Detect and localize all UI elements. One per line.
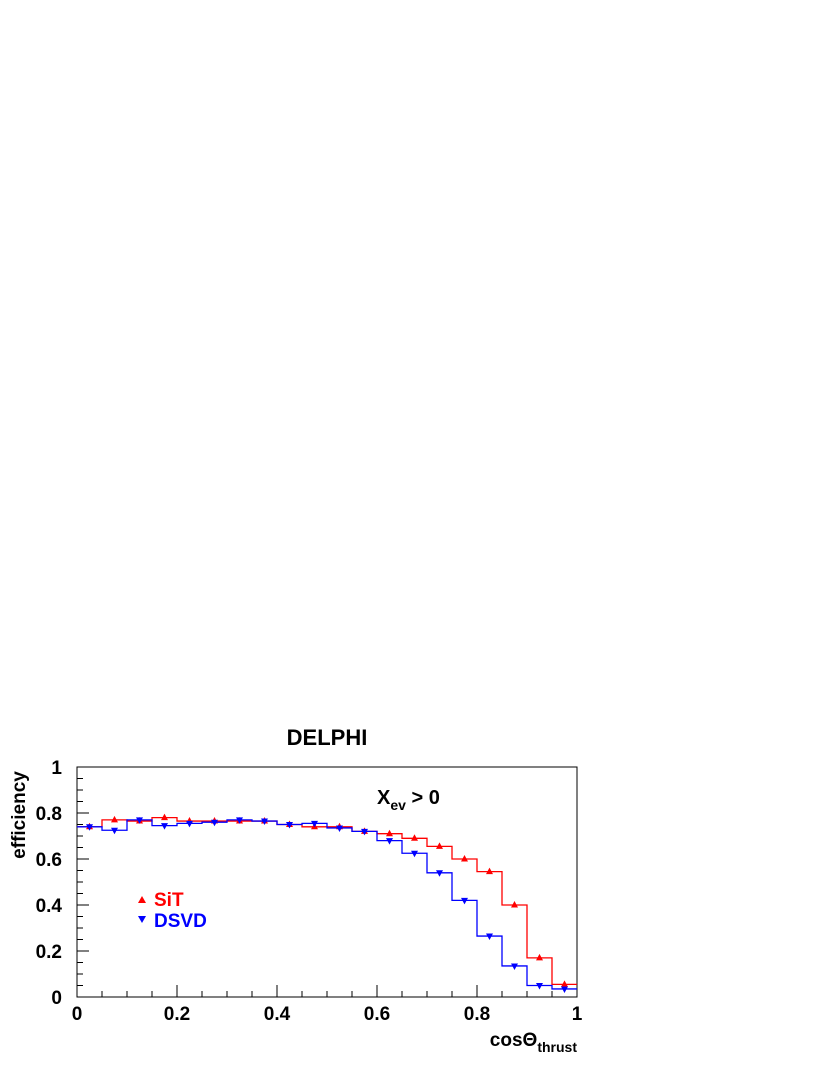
- x-axis-label-sub: thrust: [537, 1039, 577, 1055]
- data-point-sit: [561, 980, 568, 987]
- legend-marker-sit: [138, 896, 146, 903]
- data-point-sit: [436, 842, 443, 849]
- chart-title: DELPHI: [287, 725, 368, 750]
- data-point-sit: [111, 815, 118, 823]
- x-tick-label: 0.2: [164, 1004, 190, 1025]
- x-axis-ticks: [76, 985, 578, 997]
- legend-label-dsvd: DSVD: [154, 911, 207, 932]
- data-point-dsvd: [311, 820, 318, 828]
- data-point-sit: [536, 953, 543, 961]
- data-point-dsvd: [236, 817, 243, 824]
- legend: SiT DSVD: [138, 890, 207, 932]
- cut-annotation: Xev > 0: [377, 787, 440, 813]
- x-axis-label-main: cosΘ: [490, 1030, 538, 1051]
- x-tick-label: 0: [72, 1004, 83, 1025]
- data-point-sit: [386, 829, 393, 837]
- y-axis-label: efficiency: [9, 771, 30, 859]
- y-axis-ticks: [77, 766, 89, 998]
- series-dsvd: [77, 817, 577, 993]
- x-tick-label: 0.4: [264, 1004, 291, 1025]
- cut-annotation-main: X: [377, 787, 391, 809]
- data-point-dsvd: [186, 820, 193, 828]
- legend-marker-dsvd: [138, 916, 146, 923]
- cut-annotation-rest: > 0: [406, 787, 440, 809]
- legend-label-sit: SiT: [154, 890, 184, 911]
- y-tick-label: 0.2: [36, 942, 62, 963]
- data-point-dsvd: [286, 822, 293, 829]
- data-point-dsvd: [436, 870, 443, 877]
- data-point-dsvd: [361, 828, 368, 836]
- data-point-dsvd: [336, 825, 343, 832]
- x-tick-label: 0.8: [464, 1004, 490, 1025]
- series-layer: [77, 813, 577, 993]
- y-tick-label: 0: [51, 988, 62, 1009]
- data-point-dsvd: [486, 933, 493, 941]
- data-point-sit: [511, 901, 518, 908]
- data-point-dsvd: [386, 838, 393, 845]
- data-point-dsvd: [161, 823, 168, 830]
- y-tick-label: 0.8: [36, 804, 62, 825]
- data-point-dsvd: [111, 827, 118, 835]
- cut-annotation-sub: ev: [390, 797, 406, 813]
- x-tick-label: 1: [572, 1004, 583, 1025]
- x-axis-tick-labels: 0 0.2 0.4 0.6 0.8 1: [72, 1004, 583, 1025]
- data-point-dsvd: [561, 986, 568, 993]
- data-point-dsvd: [136, 817, 143, 824]
- data-point-dsvd: [511, 963, 518, 970]
- data-point-sit: [411, 834, 418, 841]
- data-point-dsvd: [86, 824, 93, 831]
- y-axis-tick-labels: 0 0.2 0.4 0.6 0.8 1: [36, 758, 63, 1009]
- data-point-sit: [486, 867, 493, 875]
- y-tick-label: 1: [51, 758, 62, 779]
- data-point-dsvd: [411, 850, 418, 858]
- data-point-dsvd: [211, 819, 218, 827]
- x-axis-label: cosΘthrust: [490, 1030, 578, 1055]
- data-point-sit: [461, 855, 468, 862]
- data-point-dsvd: [536, 983, 543, 990]
- data-point-sit: [161, 813, 168, 821]
- data-point-dsvd: [461, 897, 468, 905]
- x-tick-label: 0.6: [364, 1004, 390, 1025]
- y-tick-label: 0.6: [36, 850, 62, 871]
- data-point-dsvd: [261, 818, 268, 826]
- y-tick-label: 0.4: [36, 896, 63, 917]
